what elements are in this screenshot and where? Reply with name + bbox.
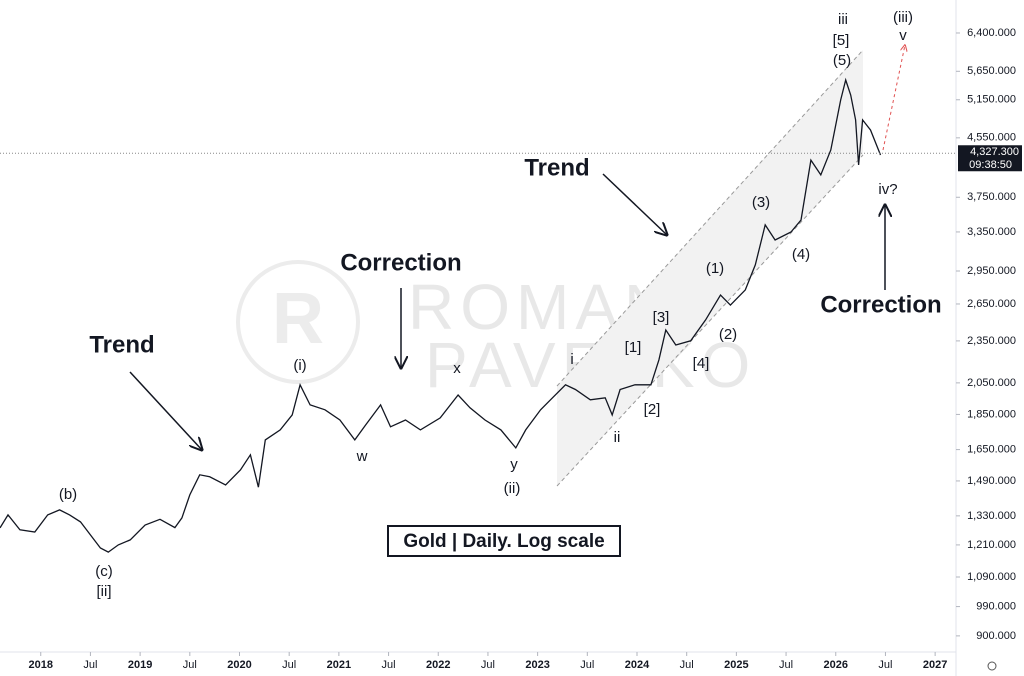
annotation: (4) — [792, 246, 810, 263]
x-tick-label: 2019 — [128, 659, 152, 671]
y-tick-label: 1,210.000 — [967, 539, 1016, 551]
y-tick-label: 1,330.000 — [967, 510, 1016, 522]
x-tick-label: 2026 — [824, 659, 848, 671]
annotation: (c) — [95, 563, 113, 580]
x-tick-label: 2021 — [327, 659, 351, 671]
price-line — [0, 77, 882, 553]
annotation: (ii) — [504, 480, 521, 497]
y-tick-label: 990.000 — [976, 600, 1016, 612]
countdown: 09:38:50 — [969, 159, 1012, 171]
annotation: y — [510, 456, 518, 473]
annotation: iv? — [878, 181, 897, 198]
x-tick-label: Jul — [83, 659, 97, 671]
annotation: (5) — [833, 52, 851, 69]
x-tick-label: 2027 — [923, 659, 947, 671]
annotation: v — [899, 27, 907, 44]
annotation: [5] — [833, 32, 850, 49]
annotation: ii — [614, 429, 621, 446]
channel-line — [556, 49, 864, 387]
projection — [882, 45, 905, 151]
annotation: iii — [838, 11, 848, 28]
x-tick-label: Jul — [580, 659, 594, 671]
annotation: (3) — [752, 194, 770, 211]
x-tick-label: 2024 — [625, 659, 650, 671]
y-tick-label: 3,350.000 — [967, 226, 1016, 238]
annotation: [ii] — [97, 583, 112, 600]
channel — [557, 50, 863, 486]
annotation: [1] — [625, 339, 642, 356]
x-tick-label: Jul — [779, 659, 793, 671]
y-tick-label: 2,050.000 — [967, 377, 1016, 389]
annotation: [4] — [693, 355, 710, 372]
x-tick-label: 2022 — [426, 659, 450, 671]
x-tick-label: 2025 — [724, 659, 748, 671]
svg-text:R: R — [272, 279, 324, 359]
y-tick-label: 1,850.000 — [967, 408, 1016, 420]
annotation: (1) — [706, 260, 724, 277]
annotation: (b) — [59, 486, 77, 503]
annotation: x — [453, 360, 461, 377]
y-tick-label: 5,650.000 — [967, 65, 1016, 77]
x-tick-label: Jul — [282, 659, 296, 671]
price-label: 4,327.300 — [970, 146, 1019, 158]
y-tick-label: 1,490.000 — [967, 475, 1016, 487]
y-tick-label: 6,400.000 — [967, 27, 1016, 39]
y-tick-label: 4,550.000 — [967, 132, 1016, 144]
annotation: Correction — [340, 249, 461, 276]
chart-title: Gold | Daily. Log scale — [403, 531, 604, 552]
title-box — [387, 525, 621, 557]
y-tick-label: 2,650.000 — [967, 298, 1016, 310]
annotation: (i) — [293, 357, 306, 374]
x-tick-label: Jul — [183, 659, 197, 671]
annotation: [3] — [653, 309, 670, 326]
annotation: Trend — [89, 331, 154, 358]
y-tick-label: 3,750.000 — [967, 191, 1016, 203]
y-tick-label: 1,650.000 — [967, 443, 1016, 455]
annotation: [2] — [644, 401, 661, 418]
y-tick-label: 2,350.000 — [967, 335, 1016, 347]
x-tick-label: Jul — [680, 659, 694, 671]
annotation: i — [570, 351, 573, 368]
annotation: (2) — [719, 326, 737, 343]
channel-line — [556, 154, 864, 487]
arrow — [602, 173, 667, 235]
y-tick-label: 5,150.000 — [967, 94, 1016, 106]
annotation: w — [356, 448, 368, 465]
x-tick-label: Jul — [878, 659, 892, 671]
annotation: (iii) — [893, 9, 913, 26]
settings-icon[interactable] — [987, 661, 997, 671]
y-tick-label: 900.000 — [976, 630, 1016, 642]
x-tick-label: 2023 — [525, 659, 549, 671]
annotation: Trend — [524, 154, 589, 181]
x-tick-label: Jul — [382, 659, 396, 671]
y-tick-label: 2,950.000 — [967, 265, 1016, 277]
annotation: Correction — [820, 291, 941, 318]
price-label-box — [958, 145, 1022, 172]
y-tick-label: 1,090.000 — [967, 571, 1016, 583]
x-tick-label: Jul — [481, 659, 495, 671]
arrow — [129, 371, 202, 450]
x-tick-label: 2020 — [227, 659, 251, 671]
x-tick-label: 2018 — [29, 659, 53, 671]
